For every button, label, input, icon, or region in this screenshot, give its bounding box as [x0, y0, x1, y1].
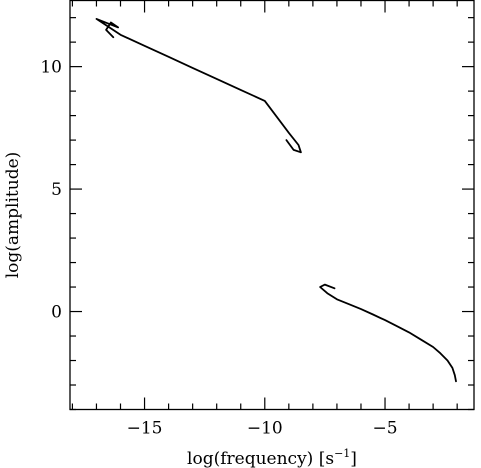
series-line-1: [95, 17, 302, 154]
y-tick-label: 10: [40, 58, 62, 78]
y-tick-label: 0: [51, 303, 62, 323]
series-line-2: [319, 283, 457, 383]
x-tick-label: −15: [127, 419, 163, 439]
x-tick-label: −10: [247, 419, 283, 439]
plot-frame: [69, 0, 475, 411]
y-tick-label: 5: [51, 180, 62, 200]
y-axis-label: log(amplitude): [3, 152, 23, 279]
x-tick-label: −5: [372, 419, 397, 439]
x-axis-label: log(frequency) [s−1]: [187, 447, 357, 468]
tick-labels: −15 −10 −5 0 5 10: [40, 58, 397, 439]
series-layer: [95, 17, 457, 383]
axis-ticks: [70, 0, 474, 411]
